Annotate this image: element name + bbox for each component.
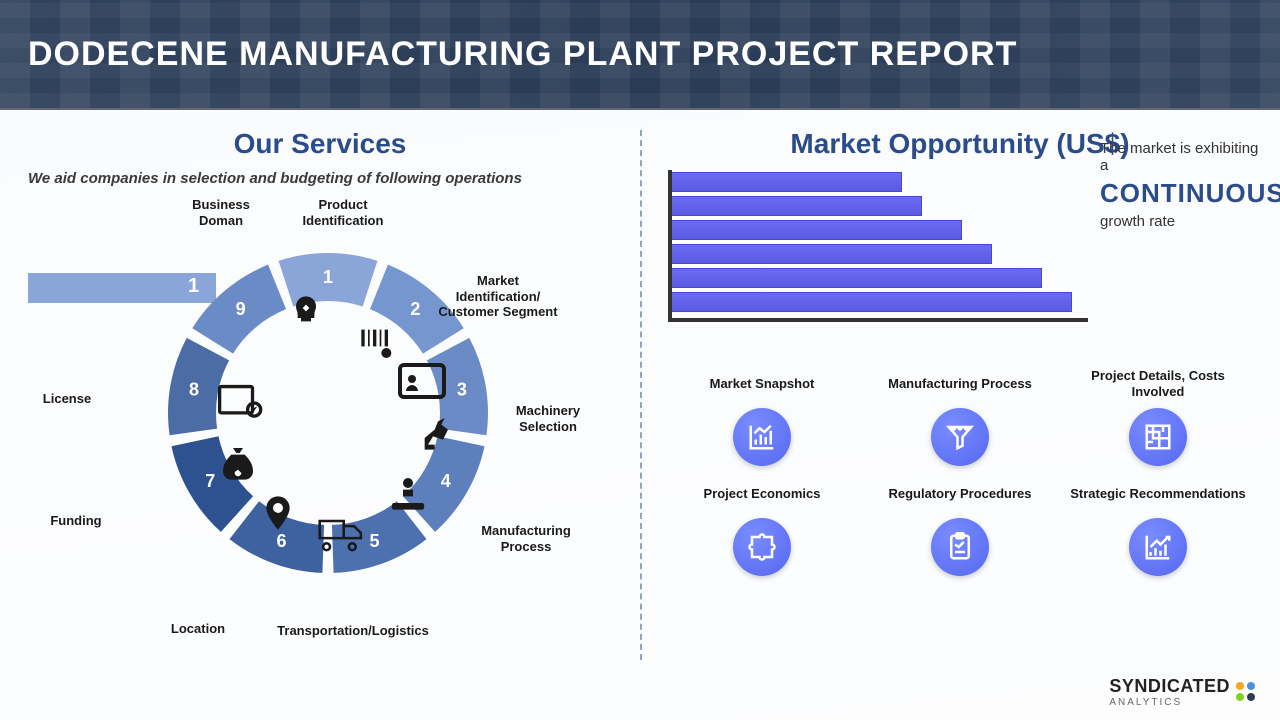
market-panel: Market Opportunity (US$) The market is e…	[640, 110, 1280, 720]
market-chart	[668, 170, 1098, 340]
badge-5: Regulatory Procedures	[866, 478, 1054, 576]
badge-2: Manufacturing Process	[866, 368, 1054, 466]
badge-5-label: Regulatory Procedures	[888, 478, 1031, 510]
brand-logo: SYNDICATED ANALYTICS	[1109, 676, 1256, 708]
services-wheel-area: 1 2 3 4 5 6 7 8 9 Business Doman Product Identifi…	[28, 193, 608, 653]
seg-1-label: Business Doman	[176, 197, 266, 228]
growth-callout: The market is exhibiting a CONTINUOUS gr…	[1100, 140, 1260, 230]
pin-icon	[258, 493, 298, 533]
conveyor-icon	[388, 473, 428, 513]
growth-pre: The market is exhibiting a	[1100, 140, 1260, 174]
id-card-icon	[398, 363, 446, 399]
market-bar-6	[672, 292, 1072, 312]
badge-3: Project Details, Costs Involved	[1064, 368, 1252, 466]
clipboard-icon	[931, 518, 989, 576]
maze-icon	[1129, 408, 1187, 466]
brand-dots-icon	[1236, 682, 1256, 702]
wheel-seg-3-num: 3	[457, 379, 467, 399]
wheel-seg-9-num: 9	[236, 299, 246, 319]
idea-head-icon	[286, 293, 326, 333]
badge-6-label: Strategic Recommendations	[1070, 478, 1246, 510]
wheel-seg-1-num: 1	[323, 267, 333, 287]
seg-8-label: Funding	[36, 513, 116, 529]
services-panel: Our Services We aid companies in selecti…	[0, 110, 640, 720]
chart-icon	[733, 408, 791, 466]
badge-1-label: Market Snapshot	[710, 368, 815, 400]
chart-x-axis	[668, 318, 1088, 322]
growth-big: CONTINUOUS	[1100, 178, 1260, 209]
seg-4-label: Machinery Selection	[498, 403, 598, 434]
seg-6-label: Transportation/Logistics	[268, 623, 438, 639]
badge-1: Market Snapshot	[668, 368, 856, 466]
market-bar-1	[672, 172, 902, 192]
wheel-seg-5-num: 5	[370, 531, 380, 551]
growth-post: growth rate	[1100, 213, 1260, 230]
barcode-search-icon	[358, 323, 398, 363]
seg-9-label: License	[32, 391, 102, 407]
market-bar-2	[672, 196, 922, 216]
seg-5-label: Manufacturing Process	[466, 523, 586, 554]
truck-icon	[318, 513, 366, 553]
money-bag-icon	[218, 443, 258, 483]
market-bar-4	[672, 244, 992, 264]
puzzle-icon	[733, 518, 791, 576]
badge-4: Project Economics	[668, 478, 856, 576]
robot-arm-icon	[418, 413, 458, 453]
badge-6: Strategic Recommendations	[1064, 478, 1252, 576]
page-title: DODECENE MANUFACTURING PLANT PROJECT REP…	[28, 35, 1017, 74]
wheel-seg-6-num: 6	[276, 531, 286, 551]
seg-2-label: Product Identification	[288, 197, 398, 228]
content: Our Services We aid companies in selecti…	[0, 110, 1280, 720]
market-bar-3	[672, 220, 962, 240]
wheel-seg-7-num: 7	[205, 471, 215, 491]
header-banner: DODECENE MANUFACTURING PLANT PROJECT REP…	[0, 0, 1280, 110]
badge-3-label: Project Details, Costs Involved	[1064, 368, 1252, 400]
funnel-icon	[931, 408, 989, 466]
wheel-seg-2-num: 2	[410, 299, 420, 319]
seg-1-num-bar: 1	[188, 275, 199, 298]
wheel-seg-4-num: 4	[441, 471, 451, 491]
services-title: Our Services	[28, 128, 612, 160]
brand-name: SYNDICATED	[1109, 676, 1230, 696]
brand-sub: ANALYTICS	[1109, 697, 1230, 708]
badge-4-label: Project Economics	[703, 478, 820, 510]
services-subtitle: We aid companies in selection and budget…	[28, 170, 612, 187]
badge-2-label: Manufacturing Process	[888, 368, 1032, 400]
seg-3-label: Market Identification/ Customer Segment	[438, 273, 558, 320]
growth-icon	[1129, 518, 1187, 576]
market-bar-5	[672, 268, 1042, 288]
certificate-icon	[218, 383, 264, 423]
badges-grid: Market Snapshot Manufacturing Process Proj…	[668, 368, 1252, 576]
wheel-seg-8-num: 8	[189, 379, 199, 399]
seg-7-label: Location	[158, 621, 238, 637]
